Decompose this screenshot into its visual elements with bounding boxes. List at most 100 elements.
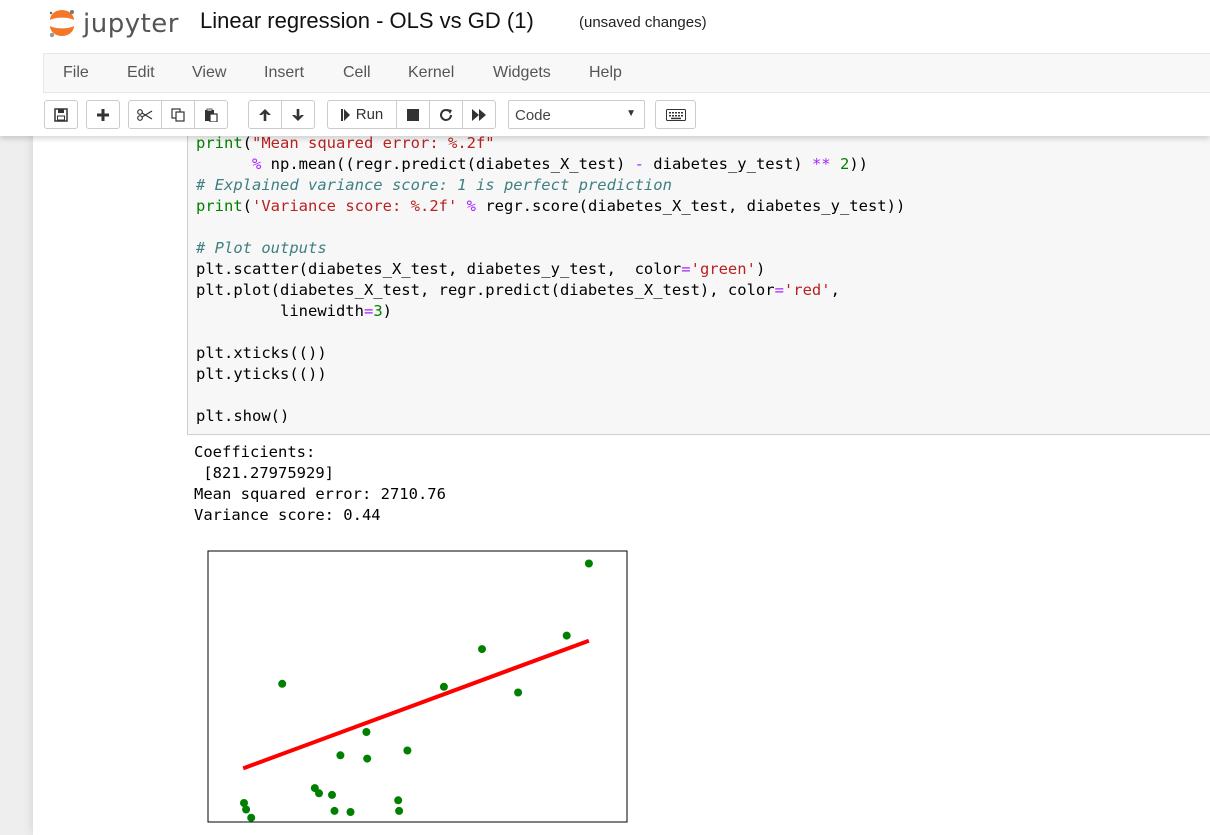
move-down-icon [292,108,304,121]
code-number: 3 [373,302,383,320]
scatter-point-14 [439,682,448,691]
menu-widgets[interactable]: Widgets [493,64,551,81]
code-string: 'green' [690,260,756,278]
code-cell-input[interactable] [187,130,1210,435]
jupyter-logo-icon [49,10,74,38]
cell-type-value: Code [515,107,551,124]
menu-view[interactable]: View [192,64,227,81]
scatter-point-8 [362,728,371,736]
code-operator: = [681,260,691,278]
code-operator: % [466,197,477,215]
jupyter-logo[interactable]: jupyter [47,6,182,40]
paste-icon [205,108,218,122]
menu-file[interactable]: File [63,64,89,81]
code-line-7: plt.scatter(diabetes_X_test, diabetes_y_… [196,260,766,278]
scatter-point-5 [336,751,345,760]
scatter-point-12 [394,796,403,805]
scatter-point-17 [562,631,571,640]
code-operator: = [774,281,784,299]
code-line-9: linewidth=3) [196,302,393,320]
code-line-3: # Explained variance score: 1 is perfect… [196,176,672,194]
add-cell-button[interactable] [86,100,120,129]
code-line-4: print('Variance score: %.2f' % regr.scor… [196,197,906,215]
code-line-11: plt.xticks(()) [196,344,327,362]
keyboard-group [655,100,696,129]
output-coefficients-value: [821.27975929] [194,464,334,482]
run-button[interactable]: Run [327,100,397,129]
scatter-point-13 [403,746,412,755]
code-line-8: plt.plot(diabetes_X_test, regr.predict(d… [196,281,840,299]
cut-button[interactable] [128,100,162,129]
stop-button[interactable] [396,100,430,129]
fast-forward-icon [472,108,486,121]
menu-cell[interactable]: Cell [343,64,371,81]
code-builtin: print [196,197,243,215]
move-up-button[interactable] [248,100,282,129]
scatter-point-16 [514,688,523,697]
paste-button[interactable] [194,100,228,129]
menu-bar: File Edit View Insert Cell Kernel Widget… [43,53,1210,93]
code-string: 'red' [783,281,831,299]
run-label: Run [355,106,384,123]
cut-icon [137,108,153,121]
edit-group [128,100,228,129]
scatter-point-11 [346,808,355,816]
stop-icon [407,108,419,121]
chevron-down-icon: ▼ [626,108,636,119]
keyboard-icon [665,108,686,121]
run-icon [340,108,350,121]
menu-help[interactable]: Help [589,64,622,81]
save-icon [54,107,68,122]
fast-forward-button[interactable] [462,100,496,129]
scatter-point-2 [242,805,251,814]
output-variance: Variance score: 0.44 [194,506,381,524]
notebook-title[interactable]: Linear regression - OLS vs GD (1) [200,8,534,33]
plot-frame [207,550,628,823]
command-palette-button[interactable] [655,100,696,129]
scatter-point-18 [584,559,593,568]
save-button[interactable] [44,100,78,129]
code-operator: ** [811,155,831,173]
scatter-point-1 [240,799,248,807]
cell-type-select[interactable]: Code ▼ [508,100,645,129]
code-number: 2 [839,155,850,173]
restart-icon [440,108,452,121]
scatter-point-9 [363,754,372,763]
menu-insert[interactable]: Insert [264,64,305,81]
code-operator: % [252,155,262,173]
code-string: "Mean squared error: %.2f" [252,134,495,152]
output-coefficients-label: Coefficients: [194,443,316,461]
code-builtin: print [196,134,243,152]
scatter-point-20 [247,813,256,822]
move-up-icon [259,108,271,121]
code-line-2: % np.mean((regr.predict(diabetes_X_test)… [252,155,868,173]
output-mse: Mean squared error: 2710.76 [194,485,446,503]
code-string: 'Variance score: %.2f' [252,197,458,215]
code-line-1: print("Mean squared error: %.2f" [196,134,495,152]
regression-line [242,638,590,771]
header: jupyter Linear regression - OLS vs GD (1… [0,0,1210,136]
copy-icon [171,107,185,122]
menu-edit[interactable]: Edit [127,64,155,81]
scatter-point-15 [478,645,486,654]
save-group [44,100,78,129]
code-line-12: plt.yticks(()) [196,365,327,383]
insert-group [86,100,120,129]
scatter-point-19 [395,806,404,815]
scatter-point-4 [278,679,287,688]
move-down-button[interactable] [281,100,315,129]
code-line-14: plt.show() [196,407,290,425]
menu-kernel[interactable]: Kernel [408,64,455,81]
code-line-6: # Plot outputs [196,239,327,257]
code-operator: - [634,155,644,173]
scatter-point-7 [328,790,336,799]
scatter-point-10 [330,806,339,815]
save-status: (unsaved changes) [579,14,707,31]
scatter-plot [207,550,628,823]
move-group [248,100,315,129]
copy-button[interactable] [161,100,195,129]
scatter-point-6 [315,789,323,798]
restart-button[interactable] [429,100,463,129]
run-group: Run [327,100,496,129]
logo-text: jupyter [83,9,179,39]
